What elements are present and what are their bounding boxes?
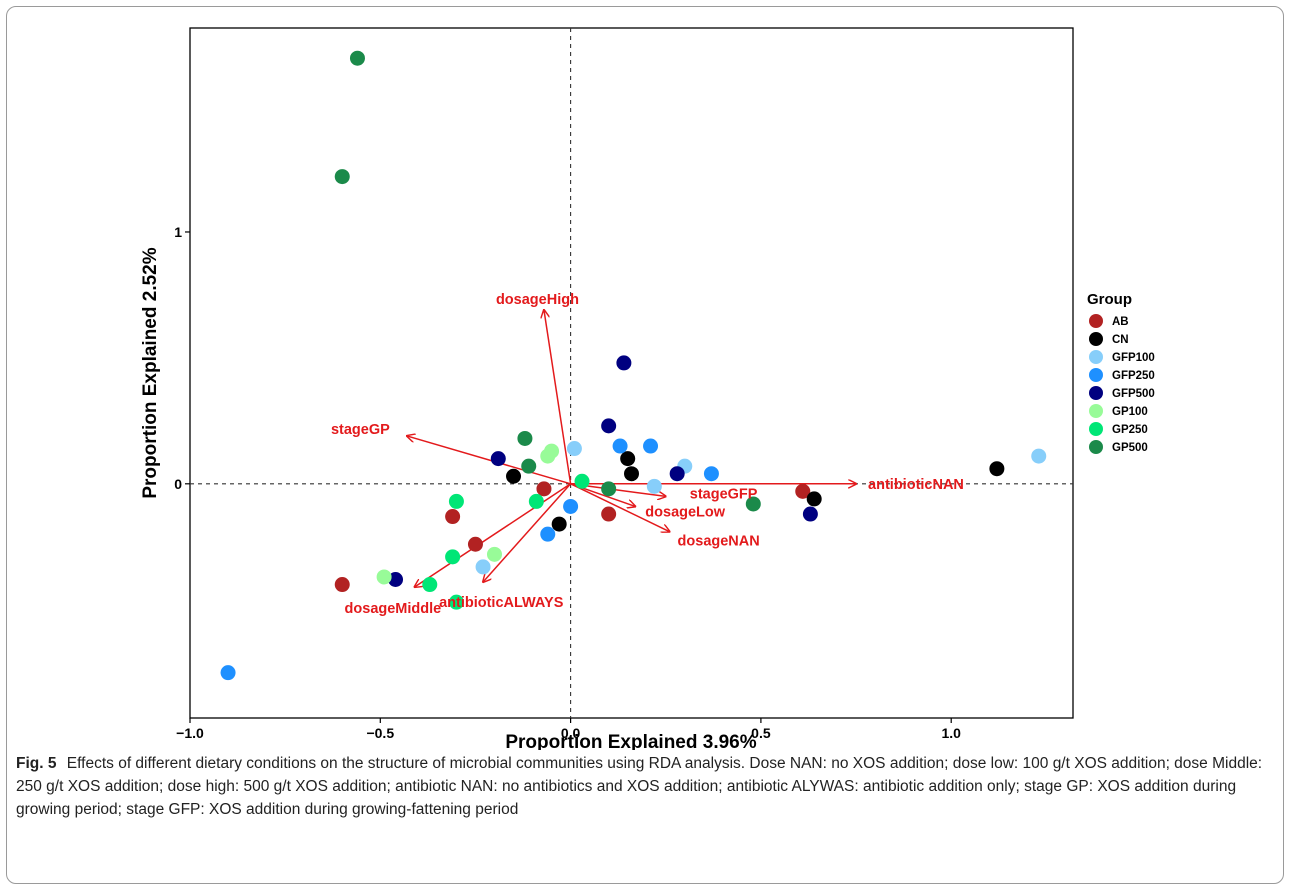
- point-GP250-3: [445, 549, 461, 565]
- arrow-labels: dosageHigh stageGP antibioticNAN stageGFP do…: [331, 292, 964, 617]
- legend-swatch-GP100: [1089, 404, 1103, 418]
- arrow-label-dosageHigh: dosageHigh: [496, 292, 579, 308]
- point-CN-2: [624, 466, 639, 482]
- point-GFP250-1: [643, 438, 659, 454]
- arrow-antibioticALWAYS: [483, 483, 572, 582]
- legend-label-GP100: GP100: [1112, 406, 1148, 418]
- figure-label: Fig. 5: [16, 755, 57, 772]
- legend-label-GFP100: GFP100: [1112, 352, 1155, 364]
- point-GFP500-1: [601, 418, 617, 434]
- point-GFP250-4: [540, 526, 556, 542]
- point-AB-1: [445, 509, 461, 525]
- arrow-label-stageGP: stageGP: [331, 422, 390, 438]
- point-CN-4: [806, 491, 822, 507]
- y-tick-label: 0: [174, 476, 182, 492]
- point-CN-5: [989, 461, 1005, 477]
- legend-title: Group: [1087, 291, 1132, 308]
- legend-label-GFP500: GFP500: [1112, 388, 1155, 400]
- x-tick-label: 0.5: [751, 725, 771, 741]
- point-CN-1: [620, 451, 636, 467]
- x-axis-label: Proportion Explained 3.96%: [505, 732, 756, 750]
- legend-swatch-GFP100: [1089, 350, 1103, 364]
- x-tick-label: 1.0: [941, 725, 961, 741]
- point-AB-4: [601, 506, 617, 522]
- point-GFP500-4: [802, 506, 818, 522]
- caption-text: Effects of different dietary conditions …: [16, 755, 1263, 818]
- point-GP100-1: [544, 443, 560, 459]
- figure-frame: [6, 6, 1284, 884]
- point-GFP500-0: [616, 355, 632, 371]
- y-tick-label: 1: [174, 224, 182, 240]
- legend-swatch-AB: [1089, 314, 1103, 328]
- plot-panel: [189, 27, 1074, 719]
- point-GP250-0: [574, 473, 590, 489]
- figure-caption: Fig. 5 Effects of different dietary cond…: [16, 752, 1271, 821]
- x-axis-ticks: −1.0 −0.5 0.0 0.5 1.0: [176, 718, 961, 741]
- point-GFP250-5: [220, 665, 236, 681]
- arrow-label-dosageMiddle: dosageMiddle: [345, 601, 442, 617]
- point-GFP500-3: [669, 466, 685, 482]
- point-AB-2: [467, 536, 483, 552]
- point-AB-0: [536, 481, 552, 497]
- point-GFP250-3: [563, 498, 579, 514]
- arrows-layer: [407, 310, 856, 587]
- point-GFP500-5: [388, 571, 404, 587]
- point-GP250-1: [528, 493, 544, 509]
- point-CN-3: [551, 516, 567, 532]
- point-GFP100-4: [1031, 448, 1047, 464]
- x-tick-label: −1.0: [176, 725, 204, 741]
- arrow-label-dosageNAN: dosageNAN: [678, 534, 760, 550]
- arrow-stageGP: [407, 436, 571, 485]
- legend-swatch-GFP500: [1089, 386, 1103, 400]
- legend: Group AB CN GFP100 GFP250 GFP500 GP100 GP250 GP…: [1087, 291, 1155, 454]
- legend-swatch-GP250: [1089, 422, 1103, 436]
- arrow-label-antibioticNAN: antibioticNAN: [868, 477, 964, 493]
- legend-swatch-GP500: [1089, 440, 1103, 454]
- point-GP500-1: [334, 169, 350, 185]
- legend-label-AB: AB: [1112, 316, 1129, 328]
- point-GFP100-2: [646, 478, 662, 494]
- legend-label-GFP250: GFP250: [1112, 370, 1155, 382]
- x-tick-label: 0.0: [561, 725, 581, 741]
- point-GFP100-0: [566, 441, 582, 457]
- legend-label-CN: CN: [1112, 334, 1129, 346]
- x-tick-label: −0.5: [366, 725, 394, 741]
- legend-label-GP500: GP500: [1112, 442, 1148, 454]
- point-GP500-3: [521, 458, 537, 474]
- point-AB-5: [795, 483, 811, 499]
- point-GFP250-0: [612, 438, 628, 454]
- arrow-label-stageGFP: stageGFP: [690, 486, 758, 502]
- point-AB-3: [334, 577, 350, 593]
- legend-swatch-CN: [1089, 332, 1103, 346]
- point-GP100-2: [486, 546, 502, 562]
- point-GP250-4: [422, 577, 438, 593]
- point-CN-0: [506, 468, 522, 484]
- point-GP100-3: [376, 569, 392, 585]
- point-GP500-5: [745, 496, 761, 512]
- legend-swatch-GFP250: [1089, 368, 1103, 382]
- rda-chart: dosageHigh stageGP antibioticNAN stageGFP do…: [140, 27, 1155, 750]
- arrow-label-dosageLow: dosageLow: [645, 504, 725, 520]
- arrow-dosageMiddle: [415, 483, 572, 587]
- y-axis-label: Proportion Explained 2.52%: [140, 247, 161, 498]
- point-GP500-0: [349, 50, 365, 66]
- arrow-dosageHigh: [544, 310, 572, 484]
- point-GFP100-3: [475, 559, 491, 575]
- point-GFP500-2: [490, 451, 506, 467]
- point-GP250-5: [448, 594, 464, 610]
- legend-label-GP250: GP250: [1112, 424, 1148, 436]
- point-GP250-2: [448, 493, 464, 509]
- arrow-dosageNAN: [570, 483, 670, 532]
- points-layer: [220, 50, 1047, 681]
- y-axis-ticks: 01: [174, 224, 190, 492]
- point-GFP250-2: [703, 466, 719, 482]
- point-GP500-2: [517, 430, 533, 446]
- point-GP500-4: [601, 481, 617, 497]
- arrow-label-antibioticALWAYS: antibioticALWAYS: [439, 595, 564, 611]
